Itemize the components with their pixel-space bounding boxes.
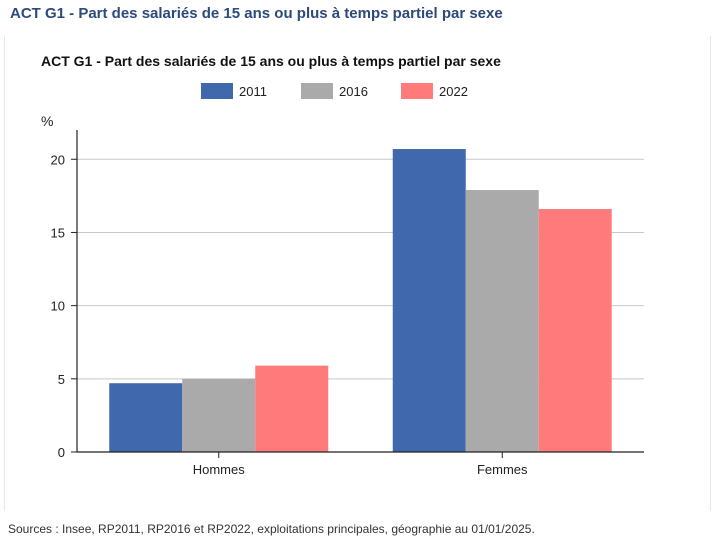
chart-legend: 2011 2016 2022: [201, 83, 468, 99]
chart-panel: ACT G1 - Part des salariés de 15 ans ou …: [4, 36, 711, 511]
y-tick-label: 0: [58, 445, 65, 460]
legend-swatch-2011: [201, 83, 233, 99]
bar-2011-femmes: [392, 149, 466, 452]
bar-2022-hommes: [255, 365, 329, 452]
legend-swatch-2016: [301, 83, 333, 99]
x-tick-label: Hommes: [193, 462, 246, 477]
bar-chart: ACT G1 - Part des salariés de 15 ans ou …: [41, 53, 644, 477]
y-tick-label: 5: [58, 372, 65, 387]
source-note: Sources : Insee, RP2011, RP2016 et RP202…: [8, 522, 535, 536]
legend-label: 2022: [439, 84, 468, 99]
bar-2016-femmes: [465, 190, 539, 452]
chart-title: ACT G1 - Part des salariés de 15 ans ou …: [41, 53, 501, 69]
page-title: ACT G1 - Part des salariés de 15 ans ou …: [10, 5, 503, 22]
legend-label: 2011: [239, 84, 267, 99]
y-axis-label: %: [41, 113, 53, 129]
bar-2016-hommes: [182, 378, 256, 452]
y-tick-label: 15: [51, 225, 65, 240]
y-tick-label: 20: [51, 152, 65, 167]
legend-label: 2016: [339, 84, 368, 99]
y-tick-label: 10: [51, 299, 65, 314]
bar-2022-femmes: [538, 209, 612, 452]
x-axis-labels: Hommes Femmes: [193, 452, 528, 477]
bar-2011-hommes: [109, 383, 183, 452]
legend-swatch-2022: [401, 83, 433, 99]
y-axis-ticks: 0 5 10 15 20: [51, 152, 77, 460]
bars: [109, 149, 612, 452]
x-tick-label: Femmes: [477, 462, 528, 477]
